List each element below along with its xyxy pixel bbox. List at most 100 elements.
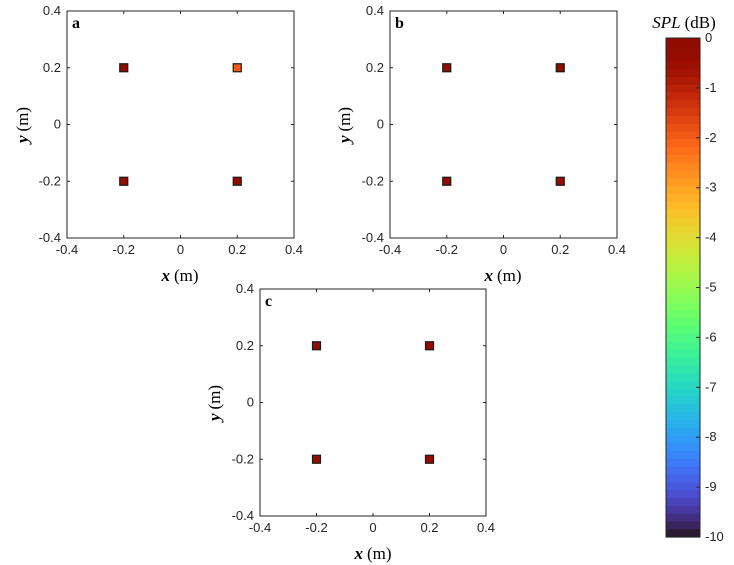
panel-a-points bbox=[119, 63, 242, 186]
panel-c-y-tick-label: 0.2 bbox=[236, 338, 254, 353]
colorbar-band bbox=[666, 498, 700, 507]
colorbar-band bbox=[666, 84, 700, 94]
colorbar-band bbox=[666, 115, 700, 125]
colorbar-band bbox=[666, 396, 700, 406]
colorbar-band bbox=[666, 420, 700, 429]
colorbar-tick-label: -4 bbox=[705, 230, 717, 245]
panel-b-x-tick-label: -0.2 bbox=[436, 242, 458, 257]
colorbar-band bbox=[666, 521, 700, 530]
colorbar-band bbox=[666, 131, 700, 140]
panel-a-y-tick-label: 0 bbox=[54, 117, 61, 132]
colorbar-band bbox=[666, 69, 700, 78]
panel-b-source-point bbox=[442, 176, 452, 186]
colorbar-band bbox=[666, 303, 700, 312]
colorbar-band bbox=[666, 92, 700, 101]
colorbar-band bbox=[666, 209, 700, 218]
colorbar-tick-label: -10 bbox=[705, 529, 724, 544]
panel-c-y-tick-label: -0.4 bbox=[232, 508, 254, 523]
panel-b-label: b bbox=[395, 15, 404, 32]
colorbar-band bbox=[666, 427, 700, 437]
colorbar-title-var: SPL bbox=[652, 13, 680, 32]
colorbar-band bbox=[666, 178, 700, 187]
colorbar-tick-label: -7 bbox=[705, 379, 717, 394]
panel-b-y-axis-unit: (m) bbox=[335, 107, 354, 132]
panel-b-x-ticks: -0.4 -0.2 0 0.2 0.4 bbox=[379, 11, 626, 257]
panel-a-x-axis-var: x bbox=[160, 266, 170, 285]
colorbar-band bbox=[666, 326, 700, 335]
colorbar-band bbox=[666, 186, 700, 195]
panel-b: b -0.4 -0.2 0 0.2 0.4 -0.4-0.200.20.4 x (m) y… bbox=[335, 3, 626, 285]
colorbar-band bbox=[666, 295, 700, 304]
colorbar-band bbox=[666, 334, 700, 343]
colorbar-band bbox=[666, 108, 700, 117]
colorbar: SPL (dB) 0 -1 -2 -3 -4 -5 -6 -7 -8 -9 -10 bbox=[652, 13, 724, 544]
panel-b-x-tick-label: 0.4 bbox=[608, 242, 626, 257]
colorbar-band bbox=[666, 154, 700, 164]
colorbar-band bbox=[666, 451, 700, 460]
colorbar-band bbox=[666, 482, 700, 491]
panel-b-y-tick-label: -0.2 bbox=[362, 173, 384, 188]
panel-a-source-point bbox=[119, 176, 129, 186]
colorbar-band bbox=[666, 271, 700, 281]
panel-a-x-ticks: -0.4 -0.2 0 0.2 0.4 bbox=[56, 11, 303, 257]
colorbar-band bbox=[666, 38, 700, 47]
panel-b-source-point bbox=[555, 176, 565, 186]
colorbar-band bbox=[666, 365, 700, 374]
colorbar-band bbox=[666, 45, 700, 55]
colorbar-band bbox=[666, 474, 700, 484]
colorbar-band bbox=[666, 466, 700, 476]
panel-c-y-tick-label: 0.4 bbox=[236, 281, 254, 296]
panel-c-label: c bbox=[265, 293, 272, 310]
colorbar-tick-label: -5 bbox=[705, 280, 717, 295]
panel-b-y-tick-label: 0 bbox=[377, 117, 384, 132]
panel-b-y-axis-var: y bbox=[335, 135, 354, 145]
panel-c-source-point bbox=[311, 341, 322, 351]
panel-b-source-point bbox=[442, 63, 452, 73]
colorbar-band bbox=[666, 349, 700, 359]
panel-c-x-tick-label: 0 bbox=[369, 520, 376, 535]
panel-a-x-axis-unit: (m) bbox=[174, 266, 199, 285]
panel-c-y-axis-unit: (m) bbox=[205, 385, 224, 410]
panel-b-x-tick-label: 0.2 bbox=[551, 242, 569, 257]
panel-b-x-axis-unit: (m) bbox=[497, 266, 522, 285]
panel-a-x-tick-label: 0.2 bbox=[228, 242, 246, 257]
colorbar-band bbox=[666, 388, 700, 398]
colorbar-band bbox=[666, 232, 700, 242]
panel-a-y-axis-unit: (m) bbox=[13, 107, 32, 132]
panel-a-source-point bbox=[119, 63, 129, 73]
panel-a-y-ticks: -0.4 -0.2 0 0.2 0.4 bbox=[39, 3, 294, 245]
panel-b-plot-area bbox=[389, 10, 618, 239]
panel-a-x-tick-label: 0 bbox=[177, 242, 184, 257]
panel-c-x-tick-label: 0.2 bbox=[420, 520, 438, 535]
colorbar-band bbox=[666, 162, 700, 172]
panel-a-plot-area bbox=[66, 10, 295, 239]
panel-b-source-point bbox=[555, 63, 565, 73]
panel-c-x-axis-unit: (m) bbox=[367, 544, 392, 563]
colorbar-band bbox=[666, 505, 700, 515]
panel-a-x-tick-label: 0.4 bbox=[285, 242, 303, 257]
colorbar-band bbox=[666, 201, 700, 211]
colorbar-band bbox=[666, 342, 700, 351]
colorbar-band bbox=[666, 318, 700, 328]
colorbar-band bbox=[666, 217, 700, 226]
panel-c-source-point bbox=[424, 454, 435, 464]
panel-a-y-tick-label: 0.2 bbox=[43, 60, 61, 75]
colorbar-band bbox=[666, 61, 700, 70]
colorbar-bands bbox=[666, 38, 700, 538]
panel-a-source-point bbox=[232, 63, 242, 73]
colorbar-band bbox=[666, 279, 700, 289]
panel-b-x-tick-label: 0 bbox=[500, 242, 507, 257]
panel-b-y-tick-label: -0.4 bbox=[362, 230, 384, 245]
colorbar-band bbox=[666, 100, 700, 109]
panel-c-x-axis-label: x (m) bbox=[353, 544, 391, 563]
colorbar-ticks: 0 -1 -2 -3 -4 -5 -6 -7 -8 -9 -10 bbox=[696, 30, 724, 544]
colorbar-band bbox=[666, 513, 700, 523]
colorbar-tick-label: -1 bbox=[705, 80, 717, 95]
panel-a-x-tick-label: -0.2 bbox=[113, 242, 135, 257]
colorbar-band bbox=[666, 310, 700, 320]
colorbar-tick-label: -3 bbox=[705, 180, 717, 195]
colorbar-tick-label: -9 bbox=[705, 479, 717, 494]
panel-c-y-tick-label: 0 bbox=[247, 395, 254, 410]
colorbar-band bbox=[666, 412, 700, 421]
colorbar-band bbox=[666, 287, 700, 296]
